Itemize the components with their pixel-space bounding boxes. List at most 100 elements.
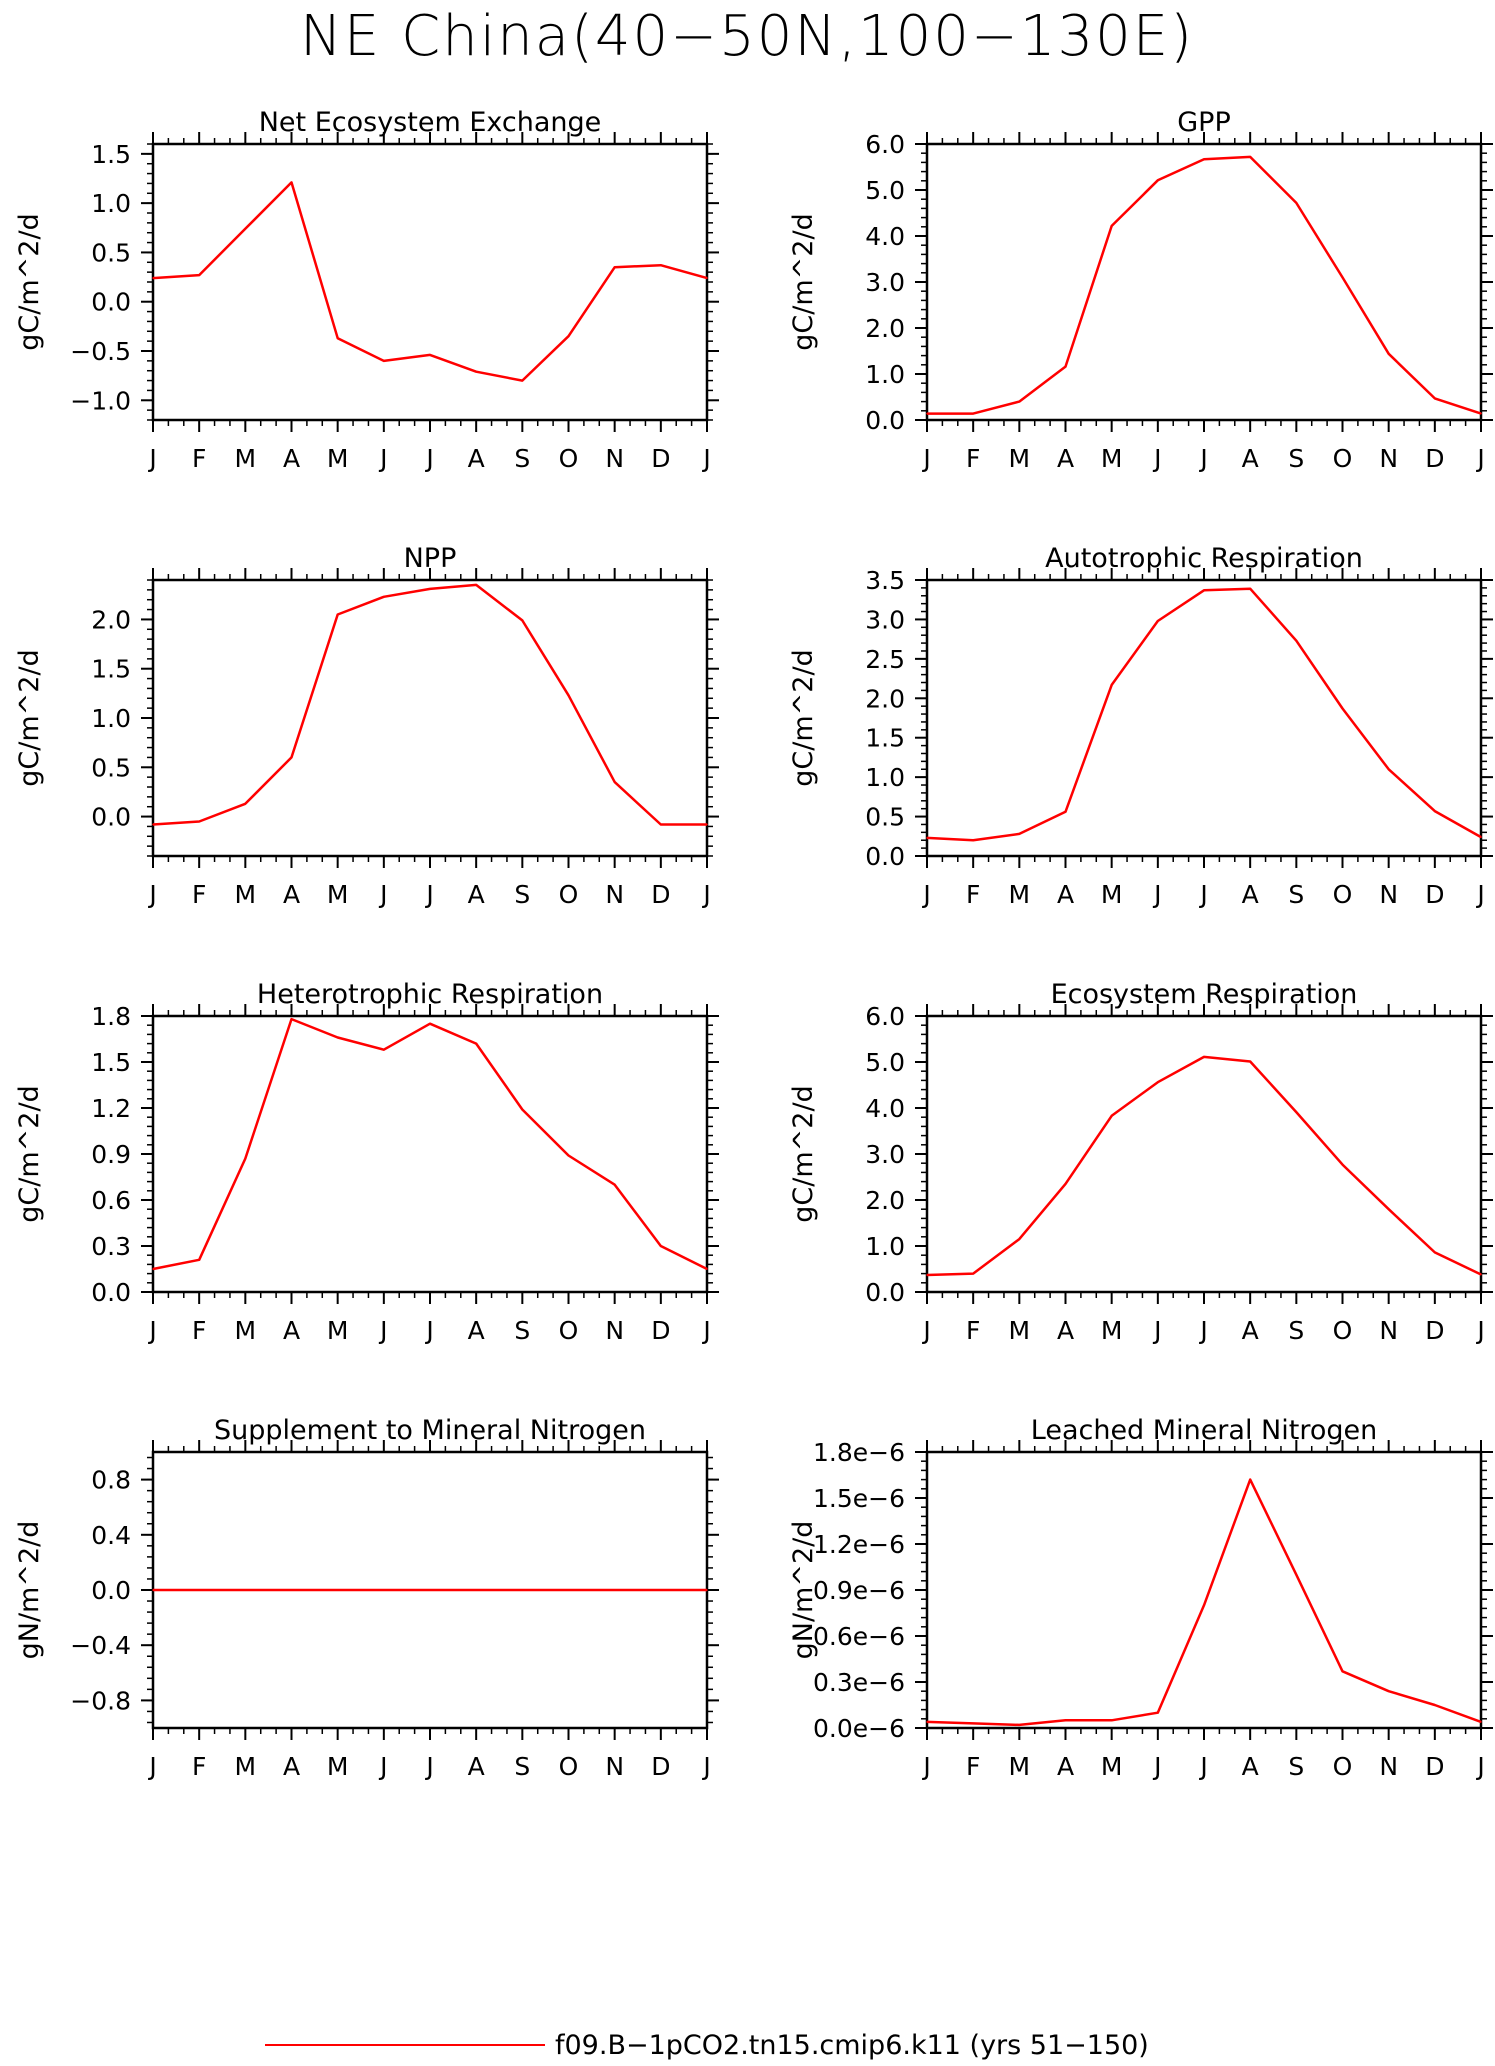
y-tick-label: 1.5 [91,1048,131,1077]
y-axis-label: gN/m^2/d [788,1521,819,1660]
x-tick-label: M [1009,1752,1031,1781]
x-tick-label: S [514,1316,530,1345]
x-tick-label: N [605,880,624,909]
data-point [1480,836,1482,838]
x-tick-label: J [1475,444,1484,473]
data-point [1203,589,1205,592]
x-tick-label: S [1288,444,1304,473]
y-axis-label: gC/m^2/d [14,1085,45,1222]
x-tick-label: D [651,880,670,909]
x-tick-label: A [283,1316,300,1345]
x-tick-label: M [1101,444,1123,473]
y-tick-label: 5.0 [865,1048,905,1077]
x-tick-label: N [1379,880,1398,909]
x-tick-label: A [1057,1316,1074,1345]
x-tick-label: M [1009,444,1031,473]
data-point [1434,397,1436,400]
data-point [1157,620,1159,622]
x-tick-label: J [1152,1316,1161,1345]
data-point [613,1589,616,1591]
x-tick-label: O [559,1316,579,1345]
y-tick-label: 4.0 [865,222,905,251]
x-tick-label: J [1198,1752,1207,1781]
data-point [1480,412,1482,415]
data-point [244,1157,247,1160]
data-point [429,1022,431,1025]
y-tick-label: −0.5 [70,337,131,366]
x-tick-label: N [605,1752,624,1781]
x-tick-label: N [605,444,624,473]
data-point [926,1274,928,1276]
y-tick-label: 1.5 [91,140,131,169]
y-axis-label: gN/m^2/d [14,1521,45,1660]
series-line [926,1055,1482,1277]
y-tick-label: 0.0 [91,288,131,317]
x-tick-label: J [378,444,387,473]
data-point [521,1589,524,1591]
data-point [1434,1251,1436,1254]
data-point [198,1259,200,1261]
series-line [152,181,708,382]
data-point [475,1589,477,1591]
data-point [1249,587,1251,590]
data-point [1064,365,1067,368]
plot-frame [151,1014,709,1294]
x-tick-label: J [1198,444,1207,473]
data-point [926,1721,928,1723]
y-tick-label: 0.0 [91,803,131,832]
y-tick-label: 4.0 [865,1094,905,1123]
y-tick-label: 0.0 [865,842,905,871]
x-tick-label: F [192,1316,206,1345]
x-tick-label: S [514,1752,530,1781]
data-point [475,1042,477,1045]
x-tick-label: A [283,1752,300,1781]
y-tick-label: 0.6e−6 [813,1622,905,1651]
x-tick-label: D [651,1316,670,1345]
x-tick-label: J [378,1316,387,1345]
data-point [521,619,524,622]
series-line [927,155,1482,415]
x-tick-label: J [921,1752,930,1781]
x-tick-label: A [468,880,485,909]
x-tick-label: M [1101,880,1123,909]
x-tick-label: J [1475,880,1484,909]
data-point [429,354,431,356]
y-axis-label: gC/m^2/d [14,213,45,350]
y-tick-label: 0.8 [91,1466,131,1495]
x-tick-label: S [514,880,530,909]
data-point [1018,833,1021,835]
x-tick-label: D [1425,880,1444,909]
data-point [1434,1704,1436,1706]
x-tick-label: F [192,880,206,909]
plot-frame [151,142,709,422]
x-tick-label: O [1333,1752,1353,1781]
data-point [1110,1115,1113,1117]
data-point [383,360,385,362]
x-tick-label: M [1101,1752,1123,1781]
data-point [1064,1719,1067,1722]
x-tick-label: M [235,880,257,909]
data-point [244,802,247,805]
y-tick-label: 1.0 [865,763,905,792]
y-tick-label: 1.5 [865,724,905,753]
x-tick-label: F [966,1752,980,1781]
data-point [1249,156,1251,158]
x-tick-label: A [283,880,300,909]
x-tick-label: N [1379,1316,1398,1345]
y-tick-label: 1.0 [865,1232,905,1261]
y-tick-label: 2.0 [865,1186,905,1215]
data-point [613,266,616,269]
x-tick-label: J [424,1752,433,1781]
x-tick-label: J [1152,880,1161,909]
data-point [1341,1163,1344,1166]
y-tick-label: 0.0 [865,406,905,435]
plot-frame [925,142,1483,422]
data-point [1387,1208,1390,1210]
data-point [1110,684,1113,686]
y-tick-label: 0.0 [865,1278,905,1307]
y-tick-label: 1.2e−6 [813,1530,905,1559]
data-point [1480,1273,1482,1276]
x-tick-label: A [1242,880,1259,909]
